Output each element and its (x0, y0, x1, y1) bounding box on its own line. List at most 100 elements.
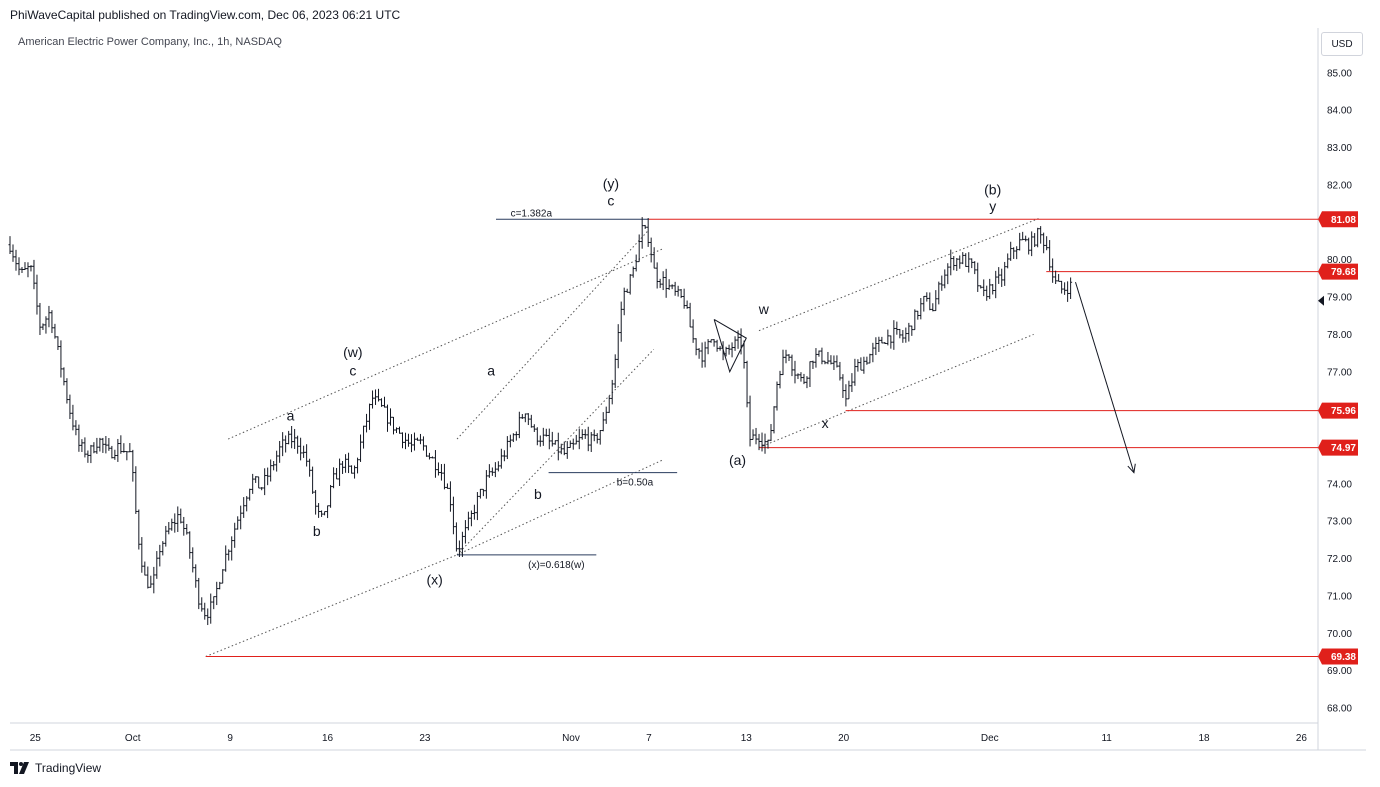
ohlc-bar (868, 353, 872, 364)
ohlc-bar (955, 257, 959, 271)
x-tick-label: Dec (981, 733, 999, 744)
ohlc-bar (970, 258, 974, 269)
ohlc-bar (874, 337, 878, 356)
ohlc-bar (475, 492, 479, 521)
ohlc-bar (451, 496, 455, 535)
ohlc-bar (787, 354, 791, 361)
triangle-pattern (713, 319, 747, 374)
ohlc-bar (871, 342, 875, 363)
ohlc-bar (829, 355, 833, 365)
wave-label-b-1: b (313, 523, 321, 539)
ohlc-bar (958, 255, 962, 269)
ohlc-bar (116, 438, 120, 462)
ohlc-bar (841, 374, 845, 398)
ohlc-bar (793, 360, 797, 384)
ohlc-bar (62, 367, 66, 386)
ohlc-bar (445, 483, 449, 489)
ohlc-bar (284, 435, 288, 453)
ohlc-bar (236, 516, 240, 530)
ohlc-bar (95, 437, 99, 454)
ohlc-bar (751, 429, 755, 440)
ohlc-bar (448, 481, 452, 512)
ohlc-bar (952, 256, 956, 271)
ohlc-bar (397, 426, 401, 434)
ohlc-bar (856, 359, 860, 372)
y-tick-label: 78.00 (1327, 330, 1352, 341)
ohlc-bar (1015, 246, 1019, 260)
ohlc-bar (850, 373, 854, 392)
ohlc-bar (802, 373, 806, 385)
ohlc-bar (901, 330, 905, 343)
ohlc-bar (308, 458, 312, 477)
ohlc-bar (940, 275, 944, 291)
ohlc-bar (278, 440, 282, 463)
ohlc-bar (577, 428, 581, 450)
ohlc-bar (520, 414, 524, 419)
price-axis[interactable]: 85.0084.0083.0082.0081.0080.0079.0078.00… (1327, 68, 1352, 714)
x-tick-label: 25 (30, 733, 42, 744)
time-axis[interactable]: 25 Oct 9 16 23 Nov 7 13 20 Dec 11 18 26 (30, 733, 1308, 744)
ohlc-bar (1012, 247, 1016, 259)
ohlc-bar (44, 316, 48, 334)
ohlc-bar (392, 416, 396, 435)
ohlc-bar (233, 522, 237, 548)
ohlc-bar (1042, 232, 1046, 254)
tradingview-logo[interactable]: TradingView (10, 761, 101, 775)
ohlc-bar (811, 360, 815, 369)
y-tick-label: 79.00 (1327, 293, 1352, 304)
ohlc-bar (143, 561, 147, 576)
ohlc-bar (556, 432, 560, 461)
ohlc-bar (616, 324, 620, 369)
y-tick-label: 84.00 (1327, 106, 1352, 117)
ohlc-bar (493, 462, 497, 478)
price-tag-label: 69.38 (1331, 652, 1356, 663)
projection-arrow-head (1127, 463, 1136, 474)
ohlc-bar (733, 336, 737, 351)
ohlc-bar (550, 431, 554, 447)
ohlc-bar (409, 434, 413, 453)
ohlc-bar (1039, 226, 1043, 244)
fib-x-0618w-label: (x)=0.618(w) (528, 560, 584, 571)
ohlc-bar (997, 267, 1001, 284)
ohlc-bar (442, 463, 446, 490)
ohlc-bar (583, 429, 587, 439)
ohlc-bar (182, 516, 186, 536)
price-tag-81-08: 81.08 (1318, 211, 1358, 228)
ohlc-bar (251, 473, 255, 494)
x-tick-label: Nov (562, 733, 580, 744)
ohlc-bar (643, 224, 647, 229)
ohlc-bar (56, 336, 60, 350)
ohlc-bar (535, 427, 539, 446)
ohlc-bar (523, 413, 527, 423)
ohlc-bar (418, 433, 422, 445)
ohlc-bar (203, 602, 207, 620)
ohlc-bar (424, 445, 428, 457)
wave-label-b-2: b (534, 486, 542, 502)
ohlc-bar (496, 461, 500, 472)
ohlc-bar (122, 443, 126, 453)
ohlc-bar (817, 350, 821, 357)
ohlc-bar (170, 518, 174, 531)
ohlc-bar (613, 354, 617, 388)
ohlc-bar (131, 449, 135, 482)
ohlc-bar (727, 344, 731, 355)
ohlc-bar (835, 355, 839, 368)
ohlc-bar (880, 336, 884, 344)
ohlc-bar (1057, 274, 1061, 282)
ohlc-bar (469, 510, 473, 527)
ohlc-bar (194, 564, 198, 588)
ohlc-bar (314, 489, 318, 515)
ohlc-bar (502, 450, 506, 462)
x-tick-label: 26 (1296, 733, 1308, 744)
currency-selector[interactable]: USD (1321, 32, 1363, 56)
ohlc-bar (149, 575, 153, 588)
ohlc-bar (895, 321, 899, 335)
ohlc-bar (1033, 233, 1037, 248)
ohlc-bar (781, 349, 785, 376)
ohlc-bar (943, 269, 947, 289)
ohlc-bar (439, 464, 443, 481)
y-tick-label: 72.00 (1327, 554, 1352, 565)
ohlc-bar (400, 432, 404, 449)
ohlc-bar (769, 424, 773, 442)
